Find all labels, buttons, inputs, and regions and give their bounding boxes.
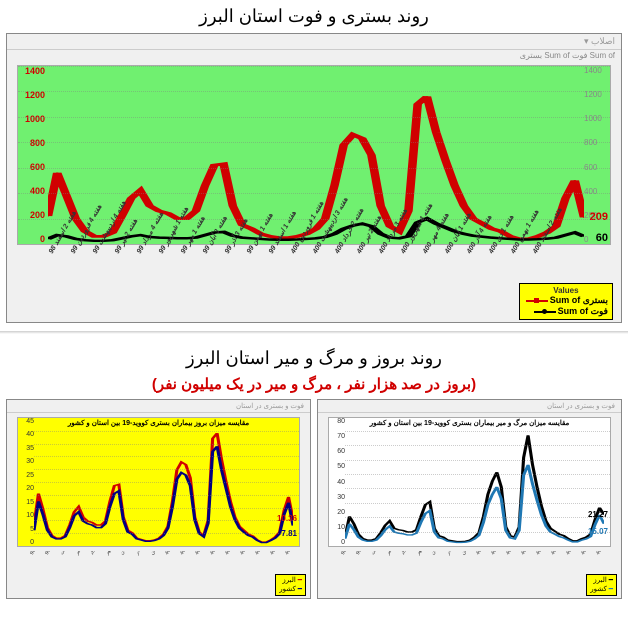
- br-lg2: کشور: [590, 586, 607, 593]
- top-legend: Values بستری Sum of فوت Sum of: [519, 283, 613, 320]
- br-lg1: البرز: [593, 577, 606, 584]
- legend-title: Values: [524, 286, 608, 295]
- endval-hosp: 209: [590, 211, 608, 223]
- subtitle-bottom: (بروز در صد هزار نفر ، مرگ و میر در یک م…: [0, 375, 628, 399]
- incidence-panel: فوت و بستری در استان مقایسه میزان بروز ب…: [6, 399, 311, 599]
- br-yaxis: 01020304050607080: [331, 418, 345, 546]
- top-chart-panel: اصلاب ▾ Sum of فوت Sum of بستری 02004006…: [6, 33, 622, 323]
- bl-title: مقایسه میزان بروز بیماران بستری کووید-19…: [18, 418, 299, 428]
- legend-item-death: فوت Sum of: [558, 306, 608, 316]
- bl-legend: ━ البرز ━ کشور: [275, 574, 306, 596]
- bl-lg1: البرز: [282, 577, 295, 584]
- separator: [0, 331, 628, 334]
- incidence-plot: مقایسه میزان بروز بیماران بستری کووید-19…: [17, 417, 300, 547]
- mini-hdr-r: فوت و بستری در استان: [318, 400, 621, 413]
- legend-item-hosp: بستری Sum of: [550, 295, 608, 305]
- endval-death: 60: [596, 232, 608, 244]
- mortality-plot: مقایسه میزان مرگ و میر بیماران بستری کوو…: [328, 417, 611, 547]
- mini-hdr-l: فوت و بستری در استان: [7, 400, 310, 413]
- br-legend: ━ البرز ━ کشور: [586, 574, 617, 596]
- lower-row: فوت و بستری در استان مقایسه میزان بروز ب…: [0, 399, 628, 605]
- mortality-panel: فوت و بستری در استان مقایسه میزان مرگ و …: [317, 399, 622, 599]
- mini-legend: Sum of فوت Sum of بستری: [7, 50, 621, 61]
- bl-lg2: کشور: [279, 586, 296, 593]
- br-xaxis: هفته 2 اسفند 98هفته 4 فروردین 99هفته 4 ا…: [324, 551, 615, 575]
- y-axis-left: 0200400600800100012001400: [20, 66, 48, 244]
- title-top: روند بستری و فوت استان البرز: [0, 0, 628, 33]
- panel-header[interactable]: اصلاب ▾: [7, 34, 621, 50]
- br-title: مقایسه میزان مرگ و میر بیماران بستری کوو…: [329, 418, 610, 428]
- title-bottom: روند بروز و مرگ و میر استان البرز: [0, 342, 628, 375]
- bl-svg: [34, 428, 293, 546]
- bl-end1: 10.36: [277, 514, 297, 523]
- bl-xaxis: هفته 2 اسفند 98هفته 4 فروردین 99هفته 4 ا…: [13, 551, 304, 575]
- bl-yaxis: 051015202530354045: [20, 418, 34, 546]
